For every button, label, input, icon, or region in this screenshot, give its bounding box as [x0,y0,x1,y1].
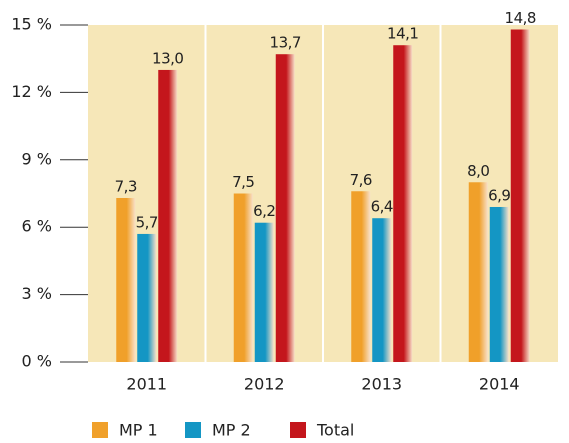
y-tick-label: 15 % [11,15,52,34]
value-label: 6,4 [371,198,393,216]
bar [489,206,509,362]
value-label: 5,7 [136,213,158,231]
bar [233,193,253,362]
value-label: 6,2 [253,202,275,220]
bar [393,45,413,362]
legend-label: MP 2 [212,421,251,440]
bar [468,182,488,362]
value-label: 14,8 [505,9,536,27]
x-tick-label: 2011 [126,375,167,394]
bar [254,222,274,362]
bar [137,233,157,362]
y-tick-label: 0 % [22,352,52,371]
bar [351,191,371,362]
legend-swatch [290,422,306,438]
value-label: 13,0 [152,49,183,67]
legend-swatch [185,422,201,438]
value-label: 7,5 [232,173,254,191]
legend-label: Total [316,421,354,440]
y-tick-label: 6 % [22,217,52,236]
y-tick-label: 3 % [22,284,52,303]
bar [158,69,178,362]
bar [510,29,530,362]
y-tick-label: 12 % [11,82,52,101]
bar [372,218,392,362]
x-tick-label: 2014 [479,375,520,394]
value-label: 14,1 [387,25,418,43]
value-label: 8,0 [467,162,489,180]
value-label: 6,9 [488,186,510,204]
legend-swatch [92,422,108,438]
value-label: 13,7 [270,34,301,52]
value-label: 7,6 [350,171,372,189]
x-tick-label: 2013 [361,375,402,394]
x-tick-label: 2012 [244,375,285,394]
value-label: 7,3 [115,177,137,195]
legend-label: MP 1 [119,421,158,440]
y-tick-label: 9 % [22,149,52,168]
bar [116,197,136,362]
bar [275,54,295,362]
